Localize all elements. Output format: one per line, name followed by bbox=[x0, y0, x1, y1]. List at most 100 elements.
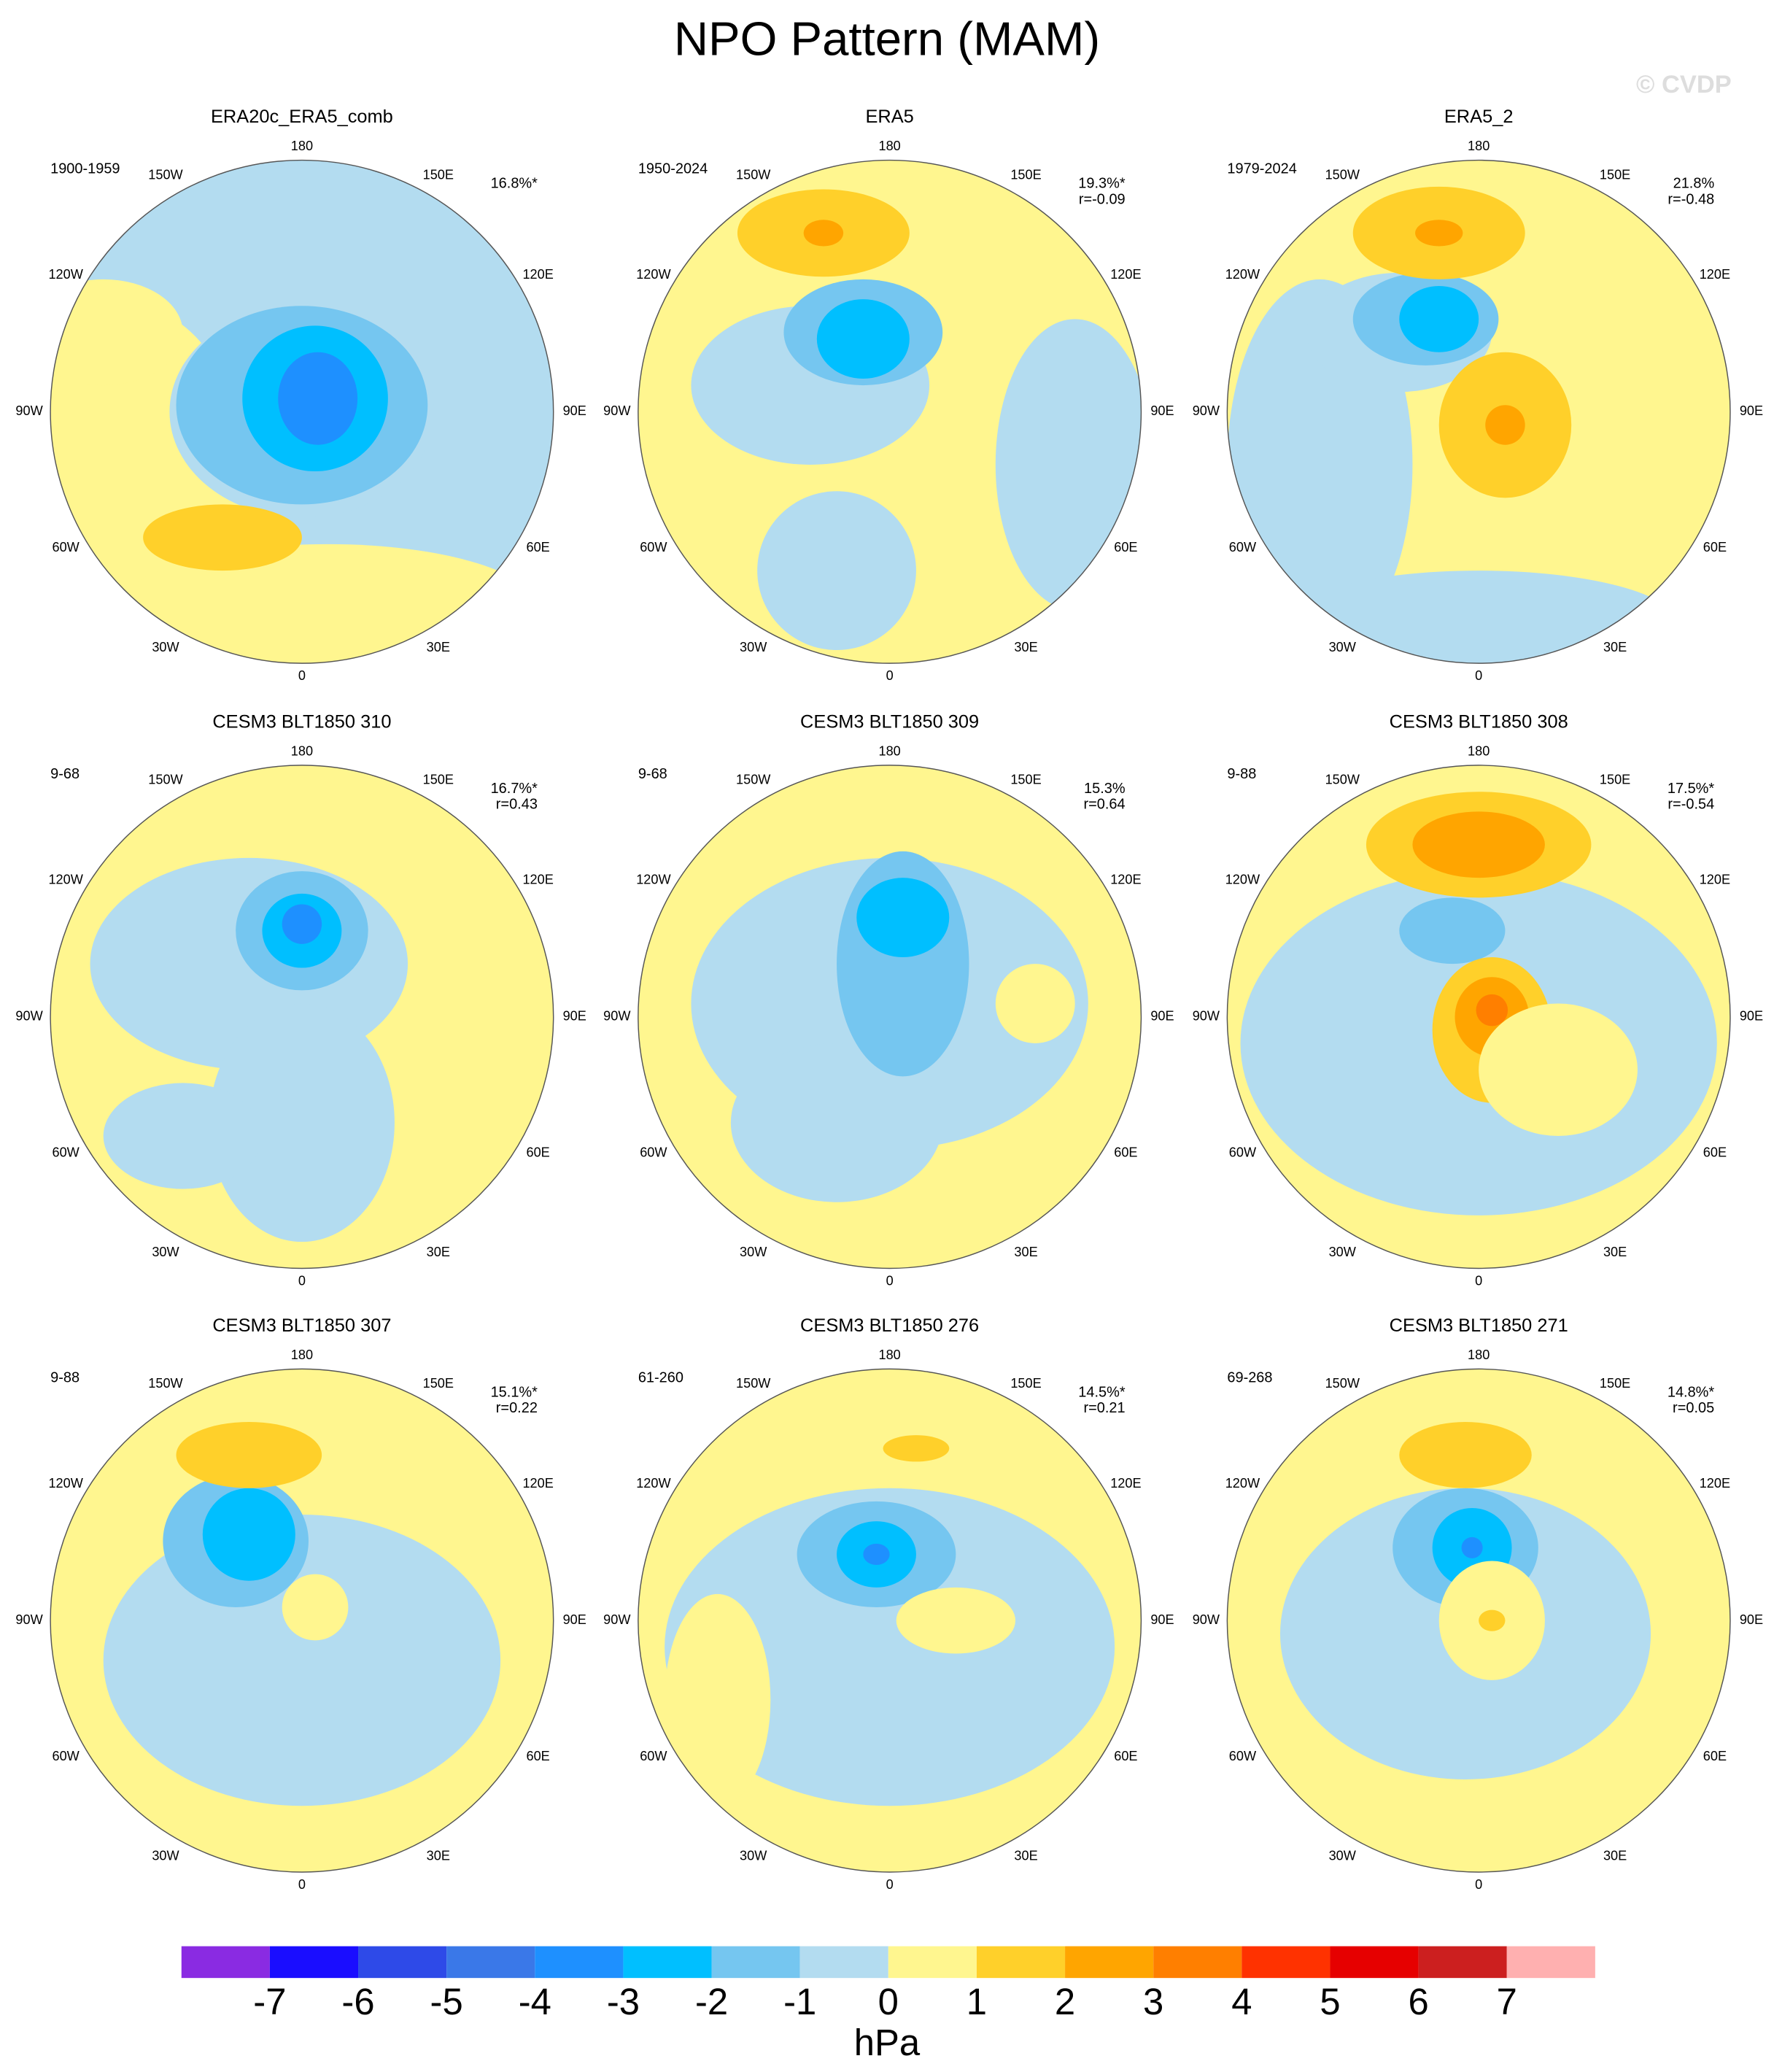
colorbar-box bbox=[1065, 1946, 1154, 1979]
panel-period: 9-88 bbox=[50, 1369, 80, 1385]
longitude-label: 90W bbox=[1193, 1612, 1220, 1627]
panel-period: 69-268 bbox=[1227, 1369, 1272, 1385]
panel-variance: 17.5%* bbox=[1668, 781, 1715, 797]
longitude-label: 120W bbox=[636, 873, 671, 887]
longitude-label: 150E bbox=[1600, 167, 1630, 182]
longitude-label: 30E bbox=[1014, 1245, 1037, 1259]
anomaly-contour bbox=[202, 1488, 295, 1581]
longitude-label: 90W bbox=[603, 403, 631, 418]
colorbar-box bbox=[535, 1946, 624, 1979]
longitude-label: 30E bbox=[427, 1245, 450, 1259]
panel-title: CESM3 BLT1850 308 bbox=[1390, 712, 1568, 732]
colorbar-box bbox=[1330, 1946, 1419, 1979]
longitude-label: 30E bbox=[1603, 640, 1627, 654]
longitude-label: 90E bbox=[1740, 403, 1763, 418]
longitude-label: 90W bbox=[15, 1008, 43, 1023]
colorbar-box bbox=[1242, 1946, 1330, 1979]
longitude-label: 150E bbox=[1600, 773, 1630, 787]
longitude-label: 90E bbox=[1150, 403, 1174, 418]
longitude-label: 90W bbox=[1193, 1008, 1220, 1023]
anomaly-contour bbox=[282, 904, 322, 944]
panel-title: CESM3 BLT1850 276 bbox=[800, 1315, 979, 1336]
longitude-label: 30E bbox=[427, 1849, 450, 1863]
longitude-label: 0 bbox=[1475, 1877, 1482, 1892]
longitude-label: 0 bbox=[1475, 1273, 1482, 1288]
map-border bbox=[638, 159, 1142, 664]
map-field bbox=[1227, 160, 1730, 664]
longitude-label: 60E bbox=[527, 1749, 550, 1763]
panel-variance: 14.8%* bbox=[1668, 1384, 1715, 1400]
longitude-label: 120E bbox=[522, 873, 553, 887]
anomaly-contour bbox=[757, 491, 916, 651]
map-border bbox=[1226, 159, 1731, 664]
longitude-label: 30W bbox=[1329, 1849, 1357, 1863]
longitude-label: 180 bbox=[291, 139, 313, 153]
longitude-label: 150E bbox=[423, 167, 454, 182]
longitude-label: 90E bbox=[1740, 1612, 1763, 1627]
longitude-label: 90W bbox=[603, 1612, 631, 1627]
figure-title: NPO Pattern (MAM) bbox=[674, 12, 1100, 65]
longitude-label: 90W bbox=[15, 403, 43, 418]
panel-title: CESM3 BLT1850 271 bbox=[1390, 1315, 1568, 1336]
map-panel: CESM3 BLT1850 308 9-88 17.5%*r=-0.54 180 150… bbox=[1193, 712, 1763, 1288]
longitude-label: 120E bbox=[1700, 873, 1730, 887]
longitude-label: 0 bbox=[298, 1273, 306, 1288]
colorbar-unit: hPa bbox=[854, 2022, 921, 2063]
colorbar-label: 6 bbox=[1408, 1981, 1428, 2022]
longitude-label: 120W bbox=[636, 267, 671, 282]
longitude-label: 120W bbox=[48, 267, 83, 282]
map-panel: CESM3 BLT1850 309 9-68 15.3%r=0.64 180 150E 1… bbox=[603, 712, 1174, 1288]
longitude-label: 120W bbox=[1225, 1476, 1260, 1491]
longitude-label: 30E bbox=[1603, 1245, 1627, 1259]
anomaly-contour bbox=[995, 319, 1142, 611]
longitude-label: 30W bbox=[740, 1849, 767, 1863]
map-panel: ERA5 1950-2024 19.3%*r=-0.09 180 150E 120E 90E… bbox=[603, 107, 1174, 683]
map-panel: CESM3 BLT1850 276 61-260 14.5%*r=0.21 180 15… bbox=[603, 1315, 1174, 1892]
panel-title: ERA5 bbox=[865, 107, 913, 127]
longitude-label: 30W bbox=[1329, 1245, 1357, 1259]
anomaly-contour bbox=[1476, 994, 1508, 1027]
longitude-label: 180 bbox=[291, 744, 313, 759]
longitude-label: 60W bbox=[1229, 1749, 1257, 1763]
map-border bbox=[50, 765, 554, 1269]
longitude-label: 30E bbox=[1603, 1849, 1627, 1863]
panel-period: 1950-2024 bbox=[638, 161, 708, 177]
longitude-label: 150W bbox=[1325, 1376, 1360, 1391]
colorbar-box bbox=[1506, 1946, 1595, 1979]
longitude-label: 60W bbox=[640, 1145, 667, 1159]
panel-period: 9-68 bbox=[50, 766, 80, 782]
colorbar-box bbox=[269, 1946, 359, 1979]
map-panel: CESM3 BLT1850 271 69-268 14.8%*r=0.05 180 15… bbox=[1193, 1315, 1763, 1892]
longitude-label: 180 bbox=[1468, 1348, 1490, 1362]
map-border bbox=[1226, 1368, 1731, 1873]
longitude-label: 150W bbox=[736, 1376, 771, 1391]
map-field bbox=[638, 765, 1142, 1269]
map-panel: ERA5_2 1979-2024 21.8%r=-0.48 180 150E 120E 90… bbox=[1193, 107, 1763, 683]
longitude-label: 150W bbox=[736, 167, 771, 182]
longitude-label: 60E bbox=[1703, 1749, 1727, 1763]
map-field bbox=[50, 160, 554, 664]
anomaly-contour bbox=[1479, 1609, 1506, 1631]
longitude-label: 30E bbox=[1014, 1849, 1037, 1863]
longitude-label: 90E bbox=[1150, 1612, 1174, 1627]
longitude-label: 120E bbox=[522, 267, 553, 282]
longitude-label: 0 bbox=[298, 1877, 306, 1892]
colorbar-label: -5 bbox=[430, 1981, 463, 2022]
colorbar-box bbox=[181, 1946, 270, 1979]
longitude-label: 150E bbox=[1010, 773, 1041, 787]
colorbar-label: -1 bbox=[783, 1981, 816, 2022]
longitude-label: 120W bbox=[48, 1476, 83, 1491]
longitude-label: 60W bbox=[53, 1749, 80, 1763]
longitude-label: 0 bbox=[1475, 668, 1482, 683]
longitude-label: 180 bbox=[879, 1348, 901, 1362]
colorbar-box bbox=[1418, 1946, 1507, 1979]
longitude-label: 30E bbox=[427, 640, 450, 654]
map-border bbox=[638, 1368, 1142, 1873]
longitude-label: 0 bbox=[886, 1273, 894, 1288]
map-border bbox=[638, 765, 1142, 1269]
longitude-label: 150E bbox=[423, 773, 454, 787]
colorbar-box bbox=[1153, 1946, 1242, 1979]
anomaly-contour bbox=[282, 1574, 349, 1641]
longitude-label: 60E bbox=[1703, 540, 1727, 554]
